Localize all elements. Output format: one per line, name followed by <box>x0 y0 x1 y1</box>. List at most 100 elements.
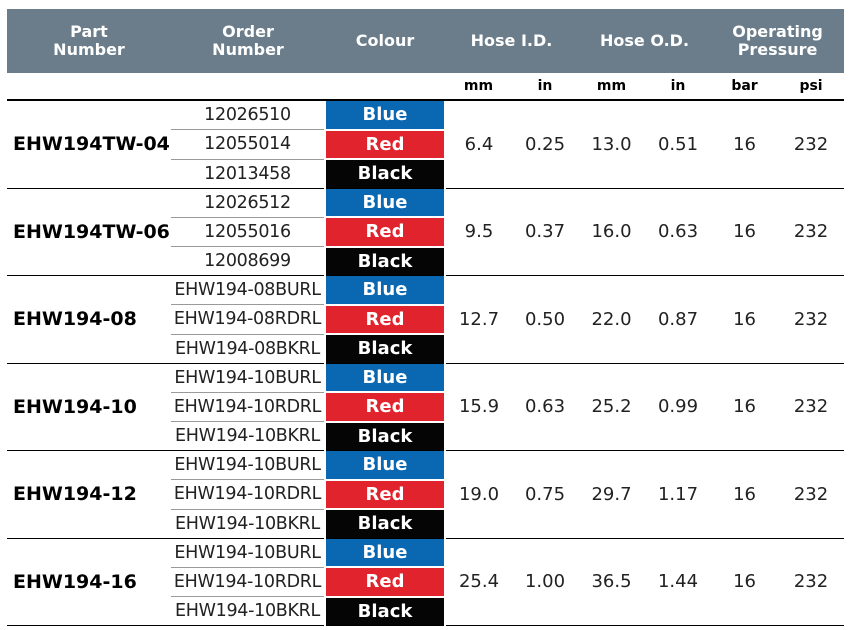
value-psi-cell: 232 <box>778 188 845 276</box>
value-id-mm-cell: 9.5 <box>445 188 512 276</box>
order-number-cell: EHW194-10BKRL <box>171 509 325 539</box>
unit-bar: bar <box>711 73 779 101</box>
value-od-in-cell: 1.17 <box>645 450 712 539</box>
order-number-cell: EHW194-08RDRL <box>171 304 325 335</box>
value-id-in-cell: 0.75 <box>512 450 578 539</box>
order-number-cell: EHW194-10RDRL <box>171 567 325 597</box>
header-hose-od: Hose O.D. <box>578 9 712 73</box>
colour-swatch-cell: Blue <box>324 450 446 481</box>
unit-od-in: in <box>645 73 712 101</box>
colour-swatch-cell: Red <box>324 304 446 335</box>
table-row: EHW194TW-04 12026510 Blue 6.4 0.25 13.0 0.51 16… <box>7 100 845 189</box>
colour-swatch-cell: Black <box>324 159 446 189</box>
value-id-mm-cell: 15.9 <box>445 363 512 451</box>
value-od-mm-cell: 13.0 <box>578 100 645 189</box>
hose-spec-table: Part Number Order Number Colour Hose I.D. … <box>7 9 845 626</box>
value-bar-cell: 16 <box>711 188 779 276</box>
order-number-cell: EHW194-10BKRL <box>171 596 325 626</box>
value-id-in-cell: 0.50 <box>512 275 578 364</box>
header-operating-pressure: Operating Pressure <box>711 9 845 73</box>
table-row: EHW194-10 EHW194-10BURL Blue 15.9 0.63 25.2 0.… <box>7 363 845 451</box>
table-row: EHW194-10BKRL Black <box>7 421 844 451</box>
colour-swatch-cell: Blue <box>324 188 446 218</box>
order-number-cell: 12055016 <box>171 217 325 247</box>
value-od-mm-cell: 29.7 <box>578 450 645 539</box>
value-psi-cell: 232 <box>778 275 845 364</box>
part-number-cell: EHW194TW-06 <box>7 188 171 276</box>
table-row: 12055016 Red <box>7 217 844 248</box>
table-body: EHW194TW-04 12026510 Blue 6.4 0.25 13.0 0.51 16… <box>7 100 845 626</box>
order-number-cell: EHW194-10BURL <box>171 538 325 568</box>
table-row: EHW194-12 EHW194-10BURL Blue 19.0 0.75 29.7 1.… <box>7 450 845 539</box>
value-bar-cell: 16 <box>711 450 779 539</box>
colour-swatch-cell: Red <box>324 479 446 510</box>
value-od-mm-cell: 22.0 <box>578 275 645 364</box>
part-number-cell: EHW194-16 <box>7 538 171 626</box>
part-number-cell: EHW194TW-04 <box>7 100 171 189</box>
table-row: 12055014 Red <box>7 129 844 160</box>
units-row: mm in mm in bar psi <box>7 73 845 101</box>
table-row: EHW194-10RDRL Red <box>7 479 844 510</box>
order-number-cell: EHW194-10RDRL <box>171 392 325 422</box>
colour-swatch-cell: Blue <box>324 275 446 306</box>
table-row: EHW194-08BKRL Black <box>7 334 844 364</box>
colour-swatch-cell: Red <box>324 392 446 423</box>
value-id-in-cell: 0.25 <box>512 100 578 189</box>
table-row: 12008699 Black <box>7 246 844 276</box>
value-od-mm-cell: 25.2 <box>578 363 645 451</box>
value-id-mm-cell: 25.4 <box>445 538 512 626</box>
colour-swatch-cell: Blue <box>324 100 446 131</box>
value-psi-cell: 232 <box>778 450 845 539</box>
header-hose-id: Hose I.D. <box>445 9 578 73</box>
part-number-cell: EHW194-10 <box>7 363 171 451</box>
colour-swatch-cell: Black <box>324 509 446 539</box>
value-bar-cell: 16 <box>711 538 779 626</box>
value-od-in-cell: 0.99 <box>645 363 712 451</box>
order-number-cell: EHW194-10BURL <box>171 363 325 393</box>
table-row: EHW194TW-06 12026512 Blue 9.5 0.37 16.0 0.63 16… <box>7 188 845 276</box>
unit-psi: psi <box>778 73 845 101</box>
value-od-in-cell: 0.87 <box>645 275 712 364</box>
unit-id-mm: mm <box>445 73 512 101</box>
colour-swatch-cell: Red <box>324 567 446 598</box>
table-row: EHW194-16 EHW194-10BURL Blue 25.4 1.00 36.5 1.… <box>7 538 845 626</box>
units-blank <box>7 73 171 101</box>
value-bar-cell: 16 <box>711 363 779 451</box>
colour-swatch-cell: Blue <box>324 538 446 568</box>
order-number-cell: 12026510 <box>171 100 325 130</box>
header-row: Part Number Order Number Colour Hose I.D. … <box>7 9 845 73</box>
order-number-cell: EHW194-10RDRL <box>171 479 325 510</box>
part-number-cell: EHW194-12 <box>7 450 171 539</box>
order-number-cell: EHW194-08BKRL <box>171 334 325 364</box>
table-row: EHW194-10RDRL Red <box>7 392 844 423</box>
value-id-in-cell: 1.00 <box>512 538 578 626</box>
value-bar-cell: 16 <box>711 100 779 189</box>
units-blank <box>171 73 325 101</box>
value-psi-cell: 232 <box>778 100 845 189</box>
order-number-cell: EHW194-08BURL <box>171 275 325 305</box>
colour-swatch-cell: Black <box>324 421 446 451</box>
order-number-cell: 12013458 <box>171 159 325 189</box>
value-psi-cell: 232 <box>778 538 845 626</box>
value-od-mm-cell: 16.0 <box>578 188 645 276</box>
unit-od-mm: mm <box>578 73 645 101</box>
colour-swatch-cell: Black <box>324 246 446 276</box>
value-od-in-cell: 1.44 <box>645 538 712 626</box>
value-bar-cell: 16 <box>711 275 779 364</box>
value-id-mm-cell: 19.0 <box>445 450 512 539</box>
value-psi-cell: 232 <box>778 363 845 451</box>
table-row: EHW194-08 EHW194-08BURL Blue 12.7 0.50 22.0 0.… <box>7 275 845 364</box>
order-number-cell: 12026512 <box>171 188 325 218</box>
unit-id-in: in <box>512 73 578 101</box>
value-id-mm-cell: 6.4 <box>445 100 512 189</box>
colour-swatch-cell: Red <box>324 129 446 160</box>
header-order-number: Order Number <box>171 9 325 73</box>
table-row: EHW194-10BKRL Black <box>7 509 844 539</box>
value-od-mm-cell: 36.5 <box>578 538 645 626</box>
header-colour: Colour <box>325 9 445 73</box>
order-number-cell: EHW194-10BKRL <box>171 421 325 451</box>
part-number-cell: EHW194-08 <box>7 275 171 364</box>
table-row: 12013458 Black <box>7 159 844 189</box>
header-part-number: Part Number <box>7 9 171 73</box>
